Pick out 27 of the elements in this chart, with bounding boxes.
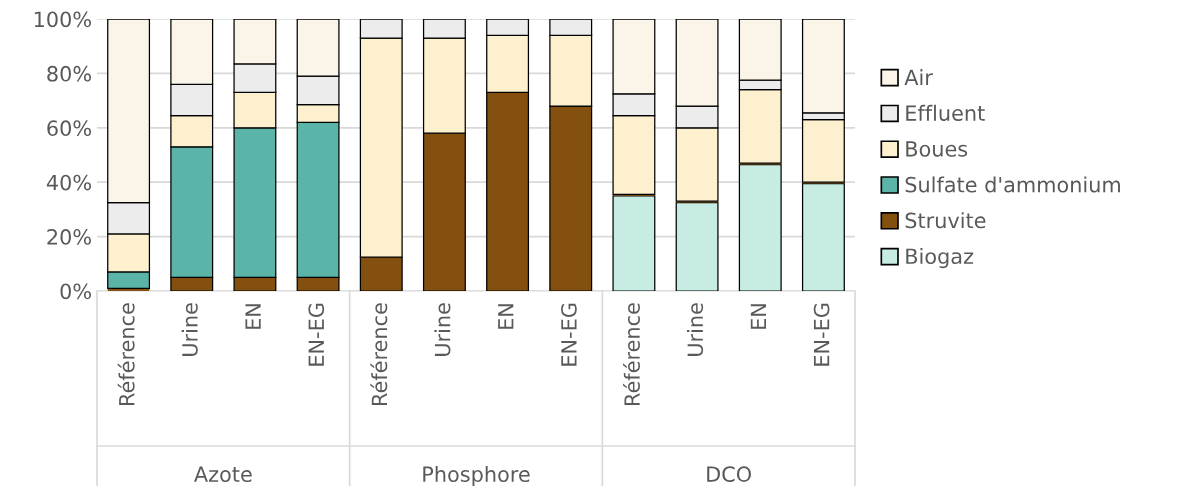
x-tick-label: Urine [181, 303, 198, 356]
legend-label: Air [904, 69, 933, 85]
x-tick-label: EN-EG [561, 303, 577, 366]
x-tick-label: Référence [370, 303, 388, 405]
text: Azote [194, 466, 252, 482]
legend-label: Biogaz [906, 247, 974, 269]
legend-label: Boues [906, 141, 968, 157]
y-tick-label: 20% [47, 229, 91, 245]
x-tick-label: Référence [117, 303, 135, 405]
y-tick-label: 60% [47, 120, 91, 137]
y-tick-label: 100% [34, 11, 91, 28]
x-tick-label: EN [245, 304, 261, 329]
y-tick-label: 0% [60, 283, 91, 300]
x-tick-label: EN-EG [308, 303, 325, 366]
text: Phosphore [423, 465, 530, 486]
x-tick-label: Urine [687, 303, 704, 356]
legend-label: Struvite [905, 212, 986, 229]
x-tick-label: Référence [623, 303, 640, 405]
legend-label: Sulfate d'ammonium [905, 176, 1120, 193]
text: DCO [707, 466, 751, 482]
x-tick-label: EN [750, 304, 766, 329]
y-tick-label: 40% [46, 174, 91, 191]
x-tick-label: EN-EG [813, 303, 830, 366]
y-tick-label: 80% [47, 65, 91, 82]
x-tick-label: EN [498, 304, 514, 329]
x-tick-label: Urine [434, 303, 451, 356]
legend-label: Effluent [906, 104, 985, 121]
